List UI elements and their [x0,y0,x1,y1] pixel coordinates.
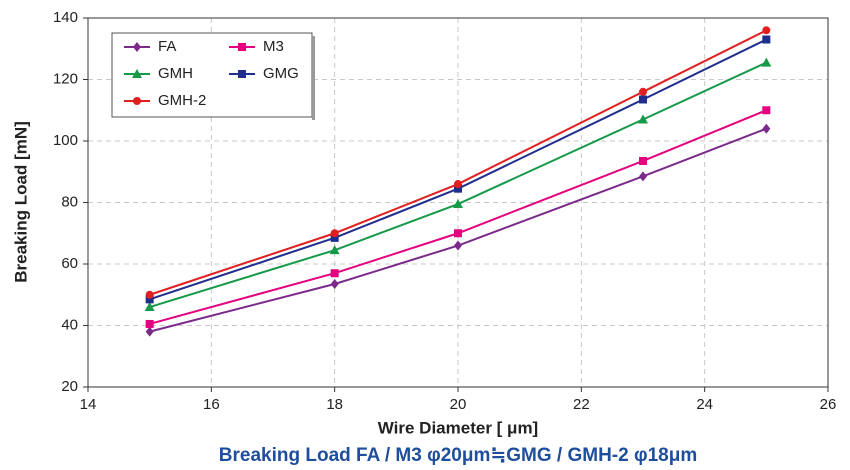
legend-label: GMG [263,65,299,82]
data-point [330,229,339,238]
subtitle: Breaking Load FA / M3 φ20μm≒GMG / GMH-2 … [219,445,697,466]
y-tick-label: 60 [61,255,78,272]
data-point [144,302,155,312]
y-tick-label: 40 [61,316,78,333]
data-point [330,278,339,289]
y-tick-label: 140 [53,9,78,26]
data-point [453,199,463,209]
y-tick-label: 100 [53,132,78,149]
legend-label: GMH [158,65,193,82]
data-point [145,290,154,299]
legend-marker [133,97,141,105]
legend-marker [238,70,246,78]
x-tick-label: 20 [450,396,467,413]
x-tick-label: 22 [573,396,590,413]
data-point [762,106,771,115]
legend: FA M3 GMH GMG GMH-2 [111,32,315,120]
data-point [762,123,771,134]
x-tick-label: 26 [820,396,837,413]
data-point [454,184,462,193]
legend-shadow [312,36,315,120]
x-tick-label: 24 [696,396,713,413]
data-point [330,233,339,242]
data-point [145,295,154,304]
data-point [639,171,647,182]
data-point [639,87,647,96]
data-point [639,156,647,165]
legend-marker [238,43,246,51]
legend-label: FA [158,38,176,55]
data-point [762,26,771,35]
data-point [330,269,339,278]
data-point [329,245,340,255]
y-tick-label: 20 [61,378,78,395]
legend-label: M3 [263,38,284,55]
data-point [639,95,647,104]
data-point [454,180,462,189]
data-point [145,319,154,328]
data-point [145,326,154,337]
data-point [761,57,772,67]
data-point [638,114,648,124]
y-tick-label: 80 [61,193,78,210]
y-tick-label: 120 [53,70,78,87]
x-tick-label: 16 [203,396,220,413]
legend-marker [133,42,141,52]
plot-frame [87,17,829,388]
data-point [454,240,462,251]
y-axis-title: Breaking Load [mN] [11,121,30,283]
data-point [454,229,462,238]
x-axis-title: Wire Diameter [ μm] [378,418,538,437]
legend-marker [132,69,142,78]
data-point [762,35,771,44]
x-tick-label: 18 [326,396,343,413]
legend-label: GMH-2 [158,92,206,109]
x-tick-label: 14 [80,396,97,413]
